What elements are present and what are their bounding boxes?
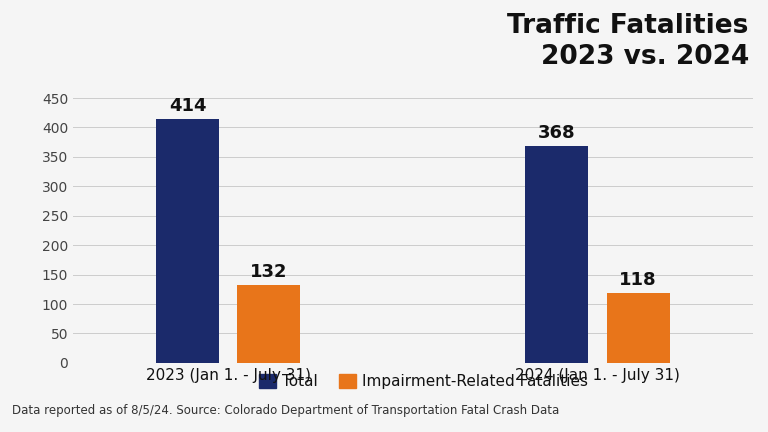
Text: 118: 118	[619, 271, 657, 289]
Text: Data reported as of 8/5/24. Source: Colorado Department of Transportation Fatal : Data reported as of 8/5/24. Source: Colo…	[12, 404, 560, 417]
Text: Total: Total	[283, 374, 318, 389]
Text: 132: 132	[250, 263, 287, 281]
Bar	[525, 146, 588, 363]
Text: Impairment-Related Fatalities: Impairment-Related Fatalities	[362, 374, 588, 389]
Bar	[237, 285, 300, 363]
Bar	[260, 374, 276, 388]
Text: 368: 368	[538, 124, 576, 142]
Bar	[339, 374, 356, 388]
Bar	[607, 293, 670, 363]
Bar	[156, 119, 219, 363]
Text: 414: 414	[169, 97, 207, 115]
Text: Traffic Fatalities
2023 vs. 2024: Traffic Fatalities 2023 vs. 2024	[508, 13, 749, 70]
